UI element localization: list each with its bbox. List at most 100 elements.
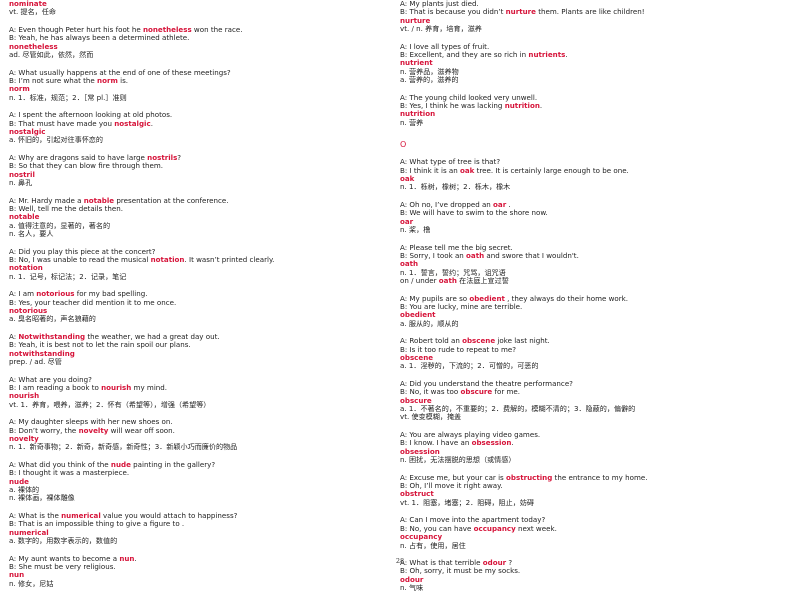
headword: obsession	[400, 447, 440, 456]
dictionary-entry: A: Please tell me the big secret. B: Sorr…	[400, 244, 785, 286]
dialogue-a-text: A: Even though Peter hurt his foot he	[9, 25, 143, 34]
dialogue-a-text: A: My daughter sleeps with her new shoes…	[9, 418, 173, 427]
dialogue-b: B: So that they can blow fire through th…	[9, 162, 384, 170]
highlighted-word: obsession	[471, 439, 512, 448]
dialogue-a-text: A: My pupils are so	[400, 294, 470, 303]
highlighted-word: oath	[466, 252, 485, 261]
definition: a. 1．淫秽的，下流的；2．可憎的，可恶的	[400, 362, 539, 371]
dialogue-b: B: Sorry, I took an oath and swore that …	[400, 252, 785, 260]
dialogue-a: A: You are always playing video games.	[400, 431, 785, 439]
headword: obscene	[400, 354, 434, 363]
headword: oath	[400, 260, 419, 269]
dialogue-b-text: for me.	[492, 388, 521, 397]
dialogue-a-text: painting in the gallery?	[130, 461, 216, 470]
dialogue-a-text: A: Why are dragons said to have large	[9, 154, 148, 162]
headword: oak	[400, 175, 415, 184]
dictionary-entry: A: What are you doing? B: I am reading a …	[9, 376, 384, 409]
definition: n. 占有，使用，居住	[400, 541, 466, 550]
dialogue-b: B: That is because you didn’t nurture th…	[400, 8, 645, 17]
definition: a. 数字的，用数字表示的，数值的	[9, 537, 118, 546]
definition: n. 修女，尼姑	[9, 579, 54, 588]
highlighted-word: notation	[150, 256, 185, 265]
dialogue-a: A: I spent the afternoon looking at old …	[9, 111, 384, 119]
dialogue-b: B: We will have to swim to the shore now…	[400, 209, 785, 217]
definition: vt. 1．阻塞，堵塞；2．阻碍，阻止，妨碍	[400, 498, 535, 507]
dialogue-b-text: B: No, it was too	[400, 388, 461, 397]
right-column: A: My plants just died. B: That is becau…	[400, 0, 785, 602]
highlighted-word: obstructing	[506, 473, 553, 482]
dialogue-a-text: A: Can I move into the apartment today?	[400, 516, 546, 525]
definition: a. 怀旧的，引起对往事怀恋的	[9, 136, 103, 145]
dictionary-entry: A: Did you understand the theatre perfor…	[400, 380, 785, 422]
highlighted-word: nourish	[101, 384, 132, 393]
dialogue-b-text: B: Yeah, it is best not to let the rain …	[9, 341, 191, 350]
dialogue-a: A: Oh no, I’ve dropped an oar .	[400, 201, 785, 209]
definition: n. 名人，要人	[9, 230, 54, 239]
dialogue-b-text: B: So that they can blow fire through th…	[9, 162, 164, 171]
definition: a. 服从的，顺从的	[400, 319, 459, 328]
dialogue-b-text: B: I’m not sure what the	[9, 77, 98, 85]
definition: ad. 尽管如此，依然，然而	[9, 51, 94, 60]
highlighted-word: notorious	[36, 290, 75, 299]
definition: vt. 使变模糊，掩盖	[400, 413, 462, 422]
headword: nude	[9, 477, 29, 486]
dialogue-b-text: B: I am reading a book to	[9, 384, 102, 393]
dialogue-b: B: No, you can have occupancy next week.	[400, 525, 785, 533]
headword: nurture	[400, 16, 431, 25]
section-letter: O	[400, 140, 407, 150]
dictionary-entry: A: What is the numerical value you would…	[9, 512, 384, 545]
dialogue-a-text: A: Did you play this piece at the concer…	[9, 247, 156, 256]
dictionary-entry: A: Notwithstanding the weather, we had a…	[9, 333, 384, 366]
dialogue-b: B: I’m not sure what the norm is.	[9, 77, 384, 85]
definition: n. 裸体画，裸体雕像	[9, 494, 75, 503]
definition: n. 营养	[400, 118, 424, 127]
dialogue-a-text: A: What did you think of the	[9, 461, 111, 470]
definition: a. 营养的，滋养的	[400, 76, 459, 85]
highlighted-word: nurture	[505, 8, 536, 17]
highlighted-word: odour	[482, 559, 507, 568]
dialogue-b-text: B: Yes, your teacher did mention it to m…	[9, 298, 177, 307]
highlighted-word: obscene	[462, 337, 496, 346]
dialogue-a-text: A: What type of tree is that?	[400, 158, 501, 167]
dialogue-b: B: I thought it was a masterpiece.	[9, 469, 384, 477]
dialogue-a: A: Please tell me the big secret.	[400, 244, 785, 252]
phrase-line: on / under oath 在法庭上宣过誓	[400, 277, 785, 285]
dialogue-b-text: B: Oh, sorry, it must be my socks.	[400, 567, 521, 576]
phrase-text: 在法庭上宣过誓	[456, 277, 509, 286]
dialogue-a: A: I am notorious for my bad spelling.	[9, 290, 384, 298]
dialogue-a-text: A: What is that terrible	[400, 559, 483, 568]
definition: a. 值得注意的，显著的，著名的	[9, 221, 111, 230]
left-column: nominate vt. 提名，任命 A: Even though Peter …	[9, 0, 384, 597]
highlighted-word: oath	[438, 277, 457, 286]
headword: nutrient	[400, 59, 433, 68]
definition: n. 鼻孔	[9, 179, 33, 188]
dialogue-b: B: Oh, sorry, it must be my socks.	[400, 567, 785, 575]
dialogue-a-text: the entrance to my home.	[552, 473, 648, 482]
definition: n. 1．记号，标记法；2．记录，笔记	[9, 272, 127, 281]
headword: nostril	[9, 170, 35, 179]
headword: occupancy	[400, 533, 443, 542]
dialogue-b-text: B: That is an impossible thing to give a…	[9, 520, 185, 529]
dialogue-b: B: No, it was too obscure for me.	[400, 388, 785, 396]
dialogue-a-text: the weather, we had a great day out.	[85, 333, 220, 342]
dictionary-entry: A: I spent the afternoon looking at old …	[9, 111, 384, 144]
dialogue-b-text: B: I think it is an	[400, 166, 460, 175]
dialogue-b: B: Don’t worry, the novelty will wear of…	[9, 427, 384, 435]
dictionary-entry: A: My daughter sleeps with her new shoes…	[9, 418, 384, 451]
dictionary-entry: A: The young child looked very unwell. B:…	[400, 94, 785, 127]
dialogue-a-text: A: Robert told an	[400, 337, 463, 346]
phrase-text: on / under	[400, 277, 439, 286]
dialogue-a: A: Robert told an obscene joke last nigh…	[400, 337, 785, 345]
dialogue-b: B: I think it is an oak tree. It is cert…	[400, 167, 785, 175]
dialogue-b: B: Excellent, and they are so rich in nu…	[400, 51, 785, 59]
dialogue-a-text: A: Oh no, I’ve dropped an	[400, 201, 494, 210]
dialogue-a: A: I love all types of fruit.	[400, 43, 785, 51]
dialogue-a: A: What did you think of the nude painti…	[9, 461, 384, 469]
headword: nostalgic	[9, 128, 46, 137]
dialogue-b-text: is.	[117, 77, 129, 85]
definition: vt. / n. 养育，培育，滋养	[400, 25, 482, 34]
highlighted-word: Notwithstanding	[18, 333, 86, 342]
dialogue-b: B: No, I was unable to read the musical …	[9, 256, 384, 264]
headword: nun	[9, 571, 25, 580]
dialogue-a: A: What are you doing?	[9, 376, 384, 384]
